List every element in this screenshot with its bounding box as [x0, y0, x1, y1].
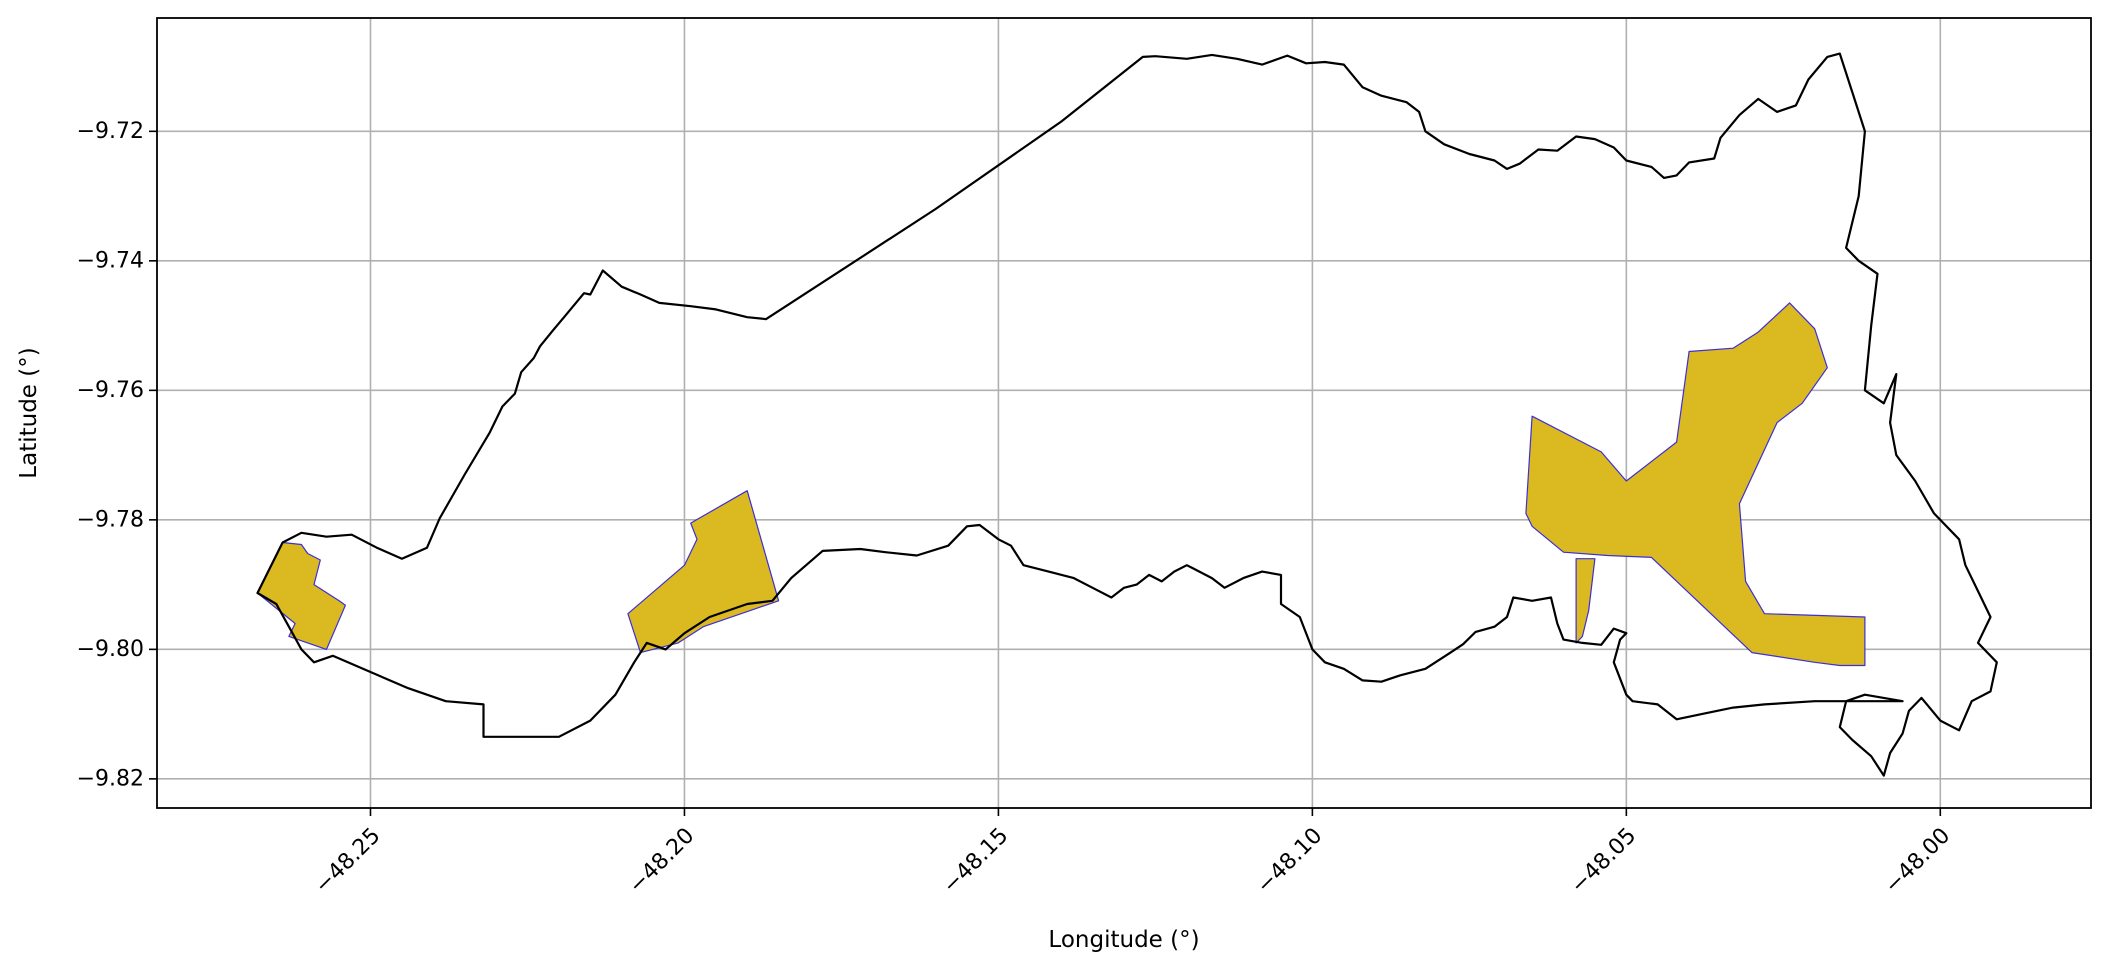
y-tick-label: −9.78: [77, 507, 144, 532]
patch-sliver: [1575, 558, 1596, 644]
y-tick-label: −9.72: [77, 119, 144, 144]
patch-west: [256, 541, 346, 650]
map-layers: [256, 52, 1998, 777]
y-tick-label: −9.82: [77, 766, 144, 791]
region-boundary: [256, 52, 1998, 777]
plot-frame: [156, 17, 2092, 809]
x-axis-label: Longitude (°): [1048, 927, 1199, 953]
y-tick-label: −9.80: [77, 637, 144, 662]
y-tick-label: −9.76: [77, 378, 144, 403]
y-tick-label: −9.74: [77, 248, 144, 273]
y-axis-label: Latitude (°): [16, 347, 42, 478]
patch-east: [1525, 302, 1866, 667]
